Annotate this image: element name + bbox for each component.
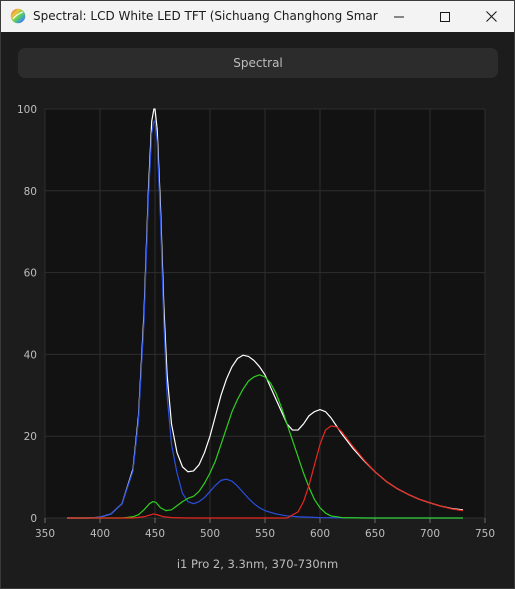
maximize-icon xyxy=(440,11,450,22)
y-tick-label: 80 xyxy=(24,186,37,198)
maximize-button[interactable] xyxy=(422,1,468,32)
y-tick-label: 0 xyxy=(30,513,37,525)
x-tick-label: 650 xyxy=(365,528,385,540)
close-button[interactable] xyxy=(468,1,514,32)
series-line-white xyxy=(67,108,464,519)
minimize-button[interactable] xyxy=(376,1,422,32)
spectral-mode-button[interactable]: Spectral xyxy=(18,48,498,78)
y-tick-label: 60 xyxy=(24,268,37,280)
y-tick-label: 100 xyxy=(17,104,37,116)
y-tick-label: 40 xyxy=(24,349,37,361)
x-tick-label: 550 xyxy=(255,528,275,540)
close-icon xyxy=(485,11,497,22)
spectral-chart-svg: 350 400 450 500 550 600 650 700 750 0 20 40 60 80 100 xyxy=(17,104,495,540)
x-tick-label: 700 xyxy=(420,528,440,540)
grid-lines xyxy=(44,108,486,519)
instrument-caption: i1 Pro 2, 3.3nm, 370-730nm xyxy=(176,557,339,571)
series-line-green xyxy=(67,374,463,519)
x-tick-label: 500 xyxy=(200,528,220,540)
series-lines xyxy=(67,108,464,519)
rainbow-sphere-icon xyxy=(10,8,26,24)
x-tick-label: 350 xyxy=(35,528,55,540)
spectral-chart: 350 400 450 500 550 600 650 700 750 0 20 40 60 80 100 xyxy=(1,94,514,588)
y-tick-label: 20 xyxy=(24,431,37,443)
series-line-blue xyxy=(67,120,463,519)
tick-labels: 350 400 450 500 550 600 650 700 750 0 20 40 60 80 100 xyxy=(17,104,495,540)
minimize-icon xyxy=(394,16,404,17)
x-tick-label: 600 xyxy=(310,528,330,540)
x-tick-label: 400 xyxy=(90,528,110,540)
title-bar[interactable]: Spectral: LCD White LED TFT (Sichuang Ch… xyxy=(1,1,514,32)
x-tick-label: 450 xyxy=(145,528,165,540)
series-line-red xyxy=(67,425,464,519)
window-title: Spectral: LCD White LED TFT (Sichuang Ch… xyxy=(33,9,378,23)
content-area: Spectral 350 400 450 500 550 600 650 700 750 0 20 4… xyxy=(1,32,514,588)
x-tick-label: 750 xyxy=(475,528,495,540)
